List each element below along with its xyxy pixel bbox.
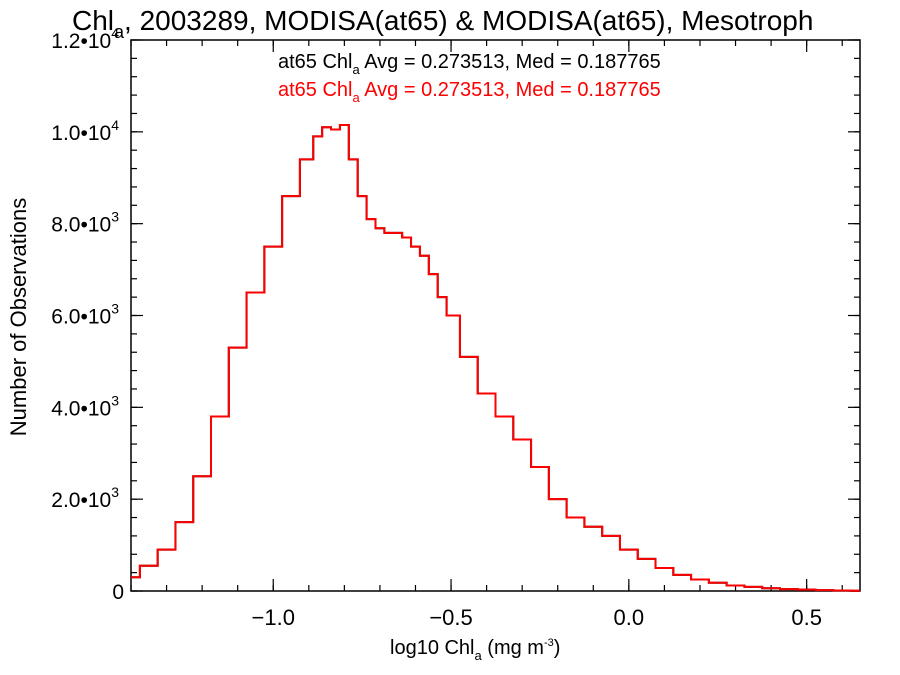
chart-title-main: Chl [72,5,114,36]
histogram-series [131,123,860,592]
x-tick-label: 0.0 [614,605,645,630]
stats-annotation-black-post: Avg = 0.273513, Med = 0.187765 [360,51,661,73]
x-axis-label: log10 Chla (mg m-3) [390,637,560,663]
stats-annotation-red-post: Avg = 0.273513, Med = 0.187765 [360,79,661,101]
x-tick-label: −0.5 [429,605,472,630]
plot-frame [130,39,861,592]
y-tick-label: 6.0•103 [51,301,119,329]
axis-tick-labels: −1.0 −0.5 0.0 0.5 0 2.0•103 4.0•103 6.0•103 8.0•… [51,25,822,630]
stats-annotation-red-pre: at65 Chl [278,79,353,101]
x-axis-label-sub: a [475,648,483,663]
y-tick-label: 0 [112,581,124,604]
y-tick-label: 4.0•103 [51,392,119,420]
stats-annotation-red-sub: a [353,90,361,105]
stats-annotation-black-sub: a [353,62,361,77]
x-axis-label-end: ) [554,637,561,659]
chart-title-subscript: a [114,22,125,42]
stats-annotation-black: at65 Chla Avg = 0.273513, Med = 0.187765 [278,51,661,77]
histogram-line-black [131,123,860,592]
chart-title: Chla, 2003289, MODISA(at65) & MODISA(at6… [72,5,813,42]
chart-title-rest: , 2003289, MODISA(at65) & MODISA(at65), … [124,5,813,36]
x-tick-label: 0.5 [791,605,822,630]
axis-ticks [130,39,860,592]
x-tick-label: −1.0 [252,605,295,630]
y-tick-label: 2.0•103 [51,484,119,512]
y-tick-label: 1.0•104 [51,117,119,145]
x-axis-label-sup: -3 [544,637,554,649]
stats-annotation-black-pre: at65 Chl [278,51,353,73]
stats-annotation-red: at65 Chla Avg = 0.273513, Med = 0.187765 [278,79,661,105]
x-axis-label-main: log10 Chl [390,637,475,659]
y-tick-label: 1.2•104 [51,25,119,53]
y-tick-label: 8.0•103 [51,209,119,237]
y-axis-label: Number of Observations [6,198,31,436]
x-axis-label-units: (mg m [482,637,544,659]
histogram-line-red [131,123,860,592]
